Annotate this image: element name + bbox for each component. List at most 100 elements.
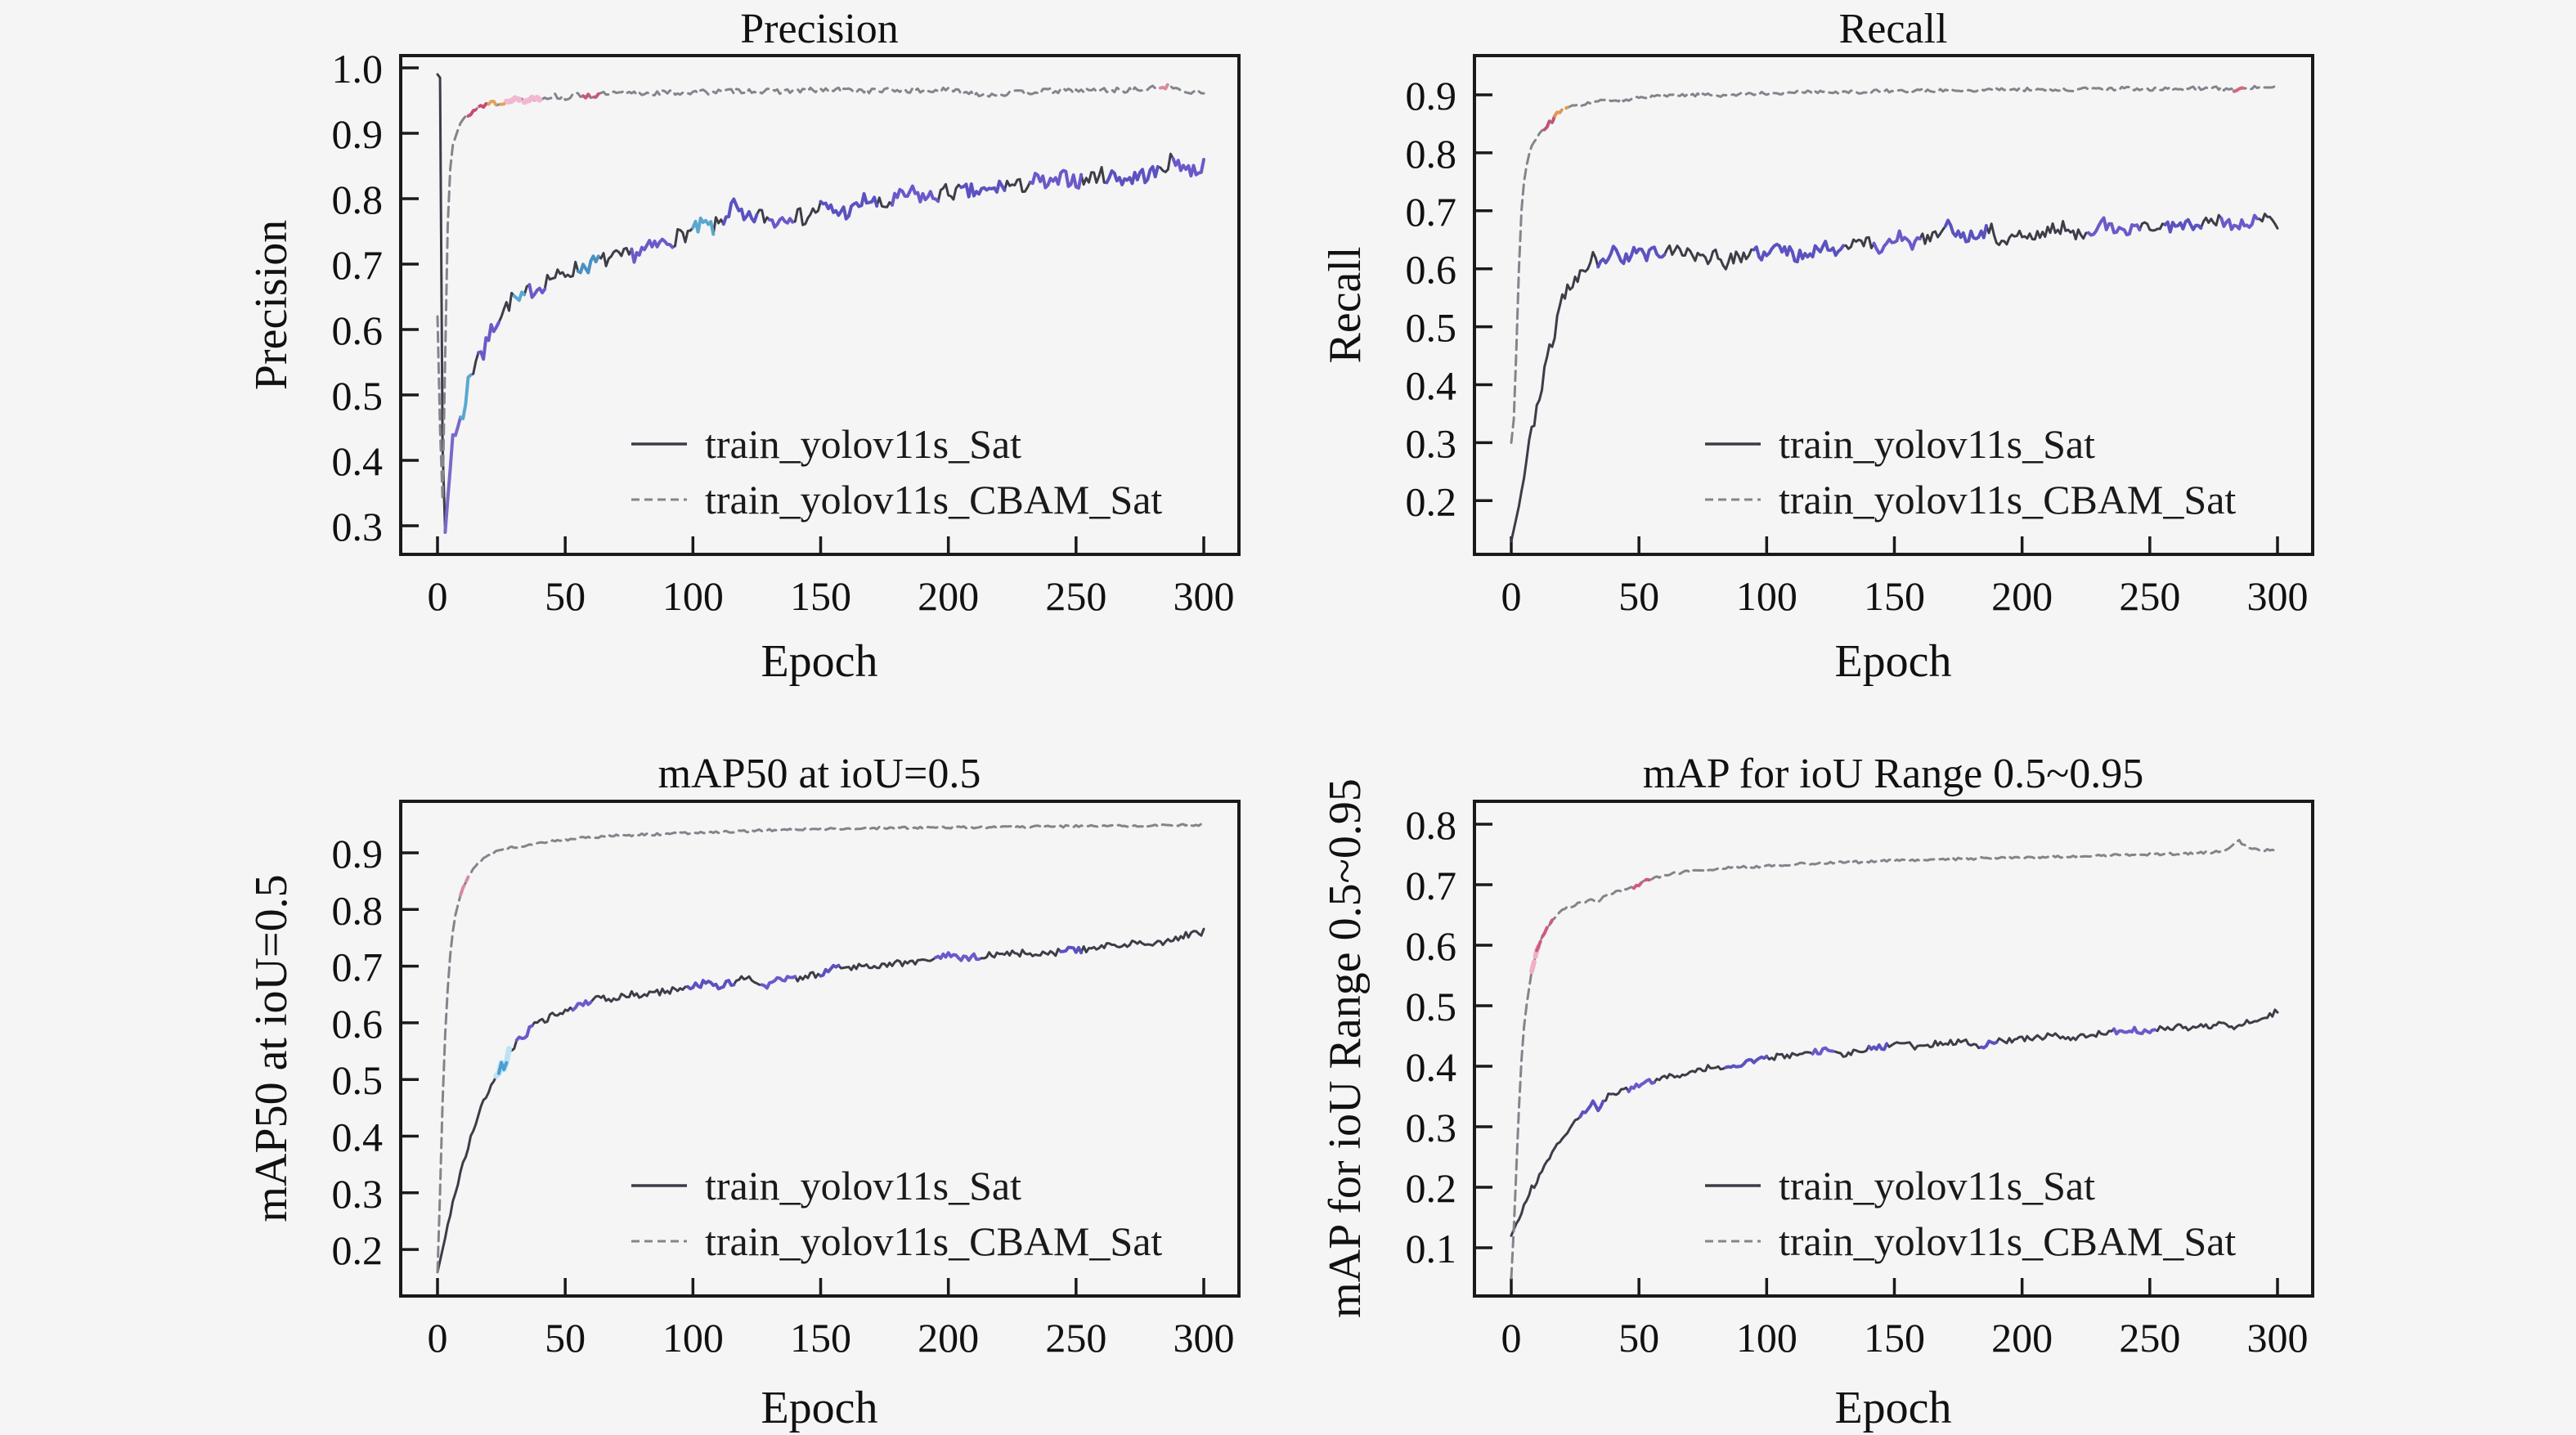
series-colored-segment xyxy=(2163,217,2203,234)
x-tick-label: 50 xyxy=(545,1315,586,1361)
series-colored-segment xyxy=(1811,1046,1835,1056)
x-tick-label: 300 xyxy=(2247,1315,2309,1361)
x-tick-label: 100 xyxy=(662,573,724,619)
series-colored-segment xyxy=(691,216,716,236)
y-tick-label: 0.7 xyxy=(1406,863,1457,908)
series-colored-segment xyxy=(1578,1099,1605,1119)
series-colored-segment xyxy=(571,999,593,1012)
y-axis-label: Recall xyxy=(1320,246,1371,363)
series-colored-segment xyxy=(1979,1039,1999,1050)
series-colored-segment xyxy=(2219,213,2259,231)
series-colored-segment xyxy=(1158,82,1173,91)
x-tick-label: 50 xyxy=(1618,1315,1659,1361)
y-tick-label: 0.3 xyxy=(1406,420,1457,466)
x-axis-label: Epoch xyxy=(1834,1383,1951,1433)
legend-label-solid: train_yolov11s_Sat xyxy=(1779,1163,2095,1209)
series-colored-segment xyxy=(459,373,473,420)
chart-title: Precision xyxy=(740,6,899,52)
series-colored-segment xyxy=(576,254,600,275)
y-tick-label: 0.3 xyxy=(332,1171,384,1217)
y-tick-label: 0.5 xyxy=(1406,305,1457,351)
series-colored-segment xyxy=(1752,240,1845,264)
x-tick-label: 150 xyxy=(790,573,851,619)
y-tick-label: 0.8 xyxy=(332,177,384,222)
y-tick-label: 0.8 xyxy=(1406,131,1457,177)
series-colored-segment xyxy=(1944,218,1988,244)
series-colored-segment xyxy=(487,100,506,107)
x-tick-label: 150 xyxy=(790,1315,851,1361)
series-colored-segment xyxy=(503,93,523,105)
x-tick-label: 200 xyxy=(918,573,979,619)
series-line-train_yolov11s_CBAM_Sat xyxy=(1510,838,2279,1280)
legend-label-dashed: train_yolov11s_CBAM_Sat xyxy=(705,477,1162,522)
chart-map50: 0.2 0.3 0.4 0.5 0.6 0.7 0.8 0.9 0 50 100 150 200 250 3… xyxy=(246,751,1241,1433)
x-tick-label: 300 xyxy=(1174,573,1235,619)
chart-title: Recall xyxy=(1839,6,1948,52)
x-tick-label: 250 xyxy=(2119,1315,2180,1361)
y-tick-label: 0.8 xyxy=(1406,802,1457,848)
x-tick-label: 200 xyxy=(1991,1315,2053,1361)
x-tick-label: 100 xyxy=(662,1315,724,1361)
plot-border xyxy=(1473,800,2314,1298)
series-colored-segment xyxy=(514,1024,534,1043)
series-colored-segment xyxy=(459,875,470,897)
y-tick-label: 0.3 xyxy=(332,504,384,549)
x-axis-label: Epoch xyxy=(761,1383,877,1433)
y-tick-label: 0.1 xyxy=(1406,1226,1457,1271)
series-colored-segment xyxy=(1059,945,1084,955)
plot-border xyxy=(399,800,1241,1298)
x-axis-label: Epoch xyxy=(1834,636,1951,687)
legend: train_yolov11s_Sat train_yolov11s_CBAM_S… xyxy=(1705,1163,2236,1264)
series-colored-segment xyxy=(891,184,940,207)
legend-label-solid: train_yolov11s_Sat xyxy=(705,421,1021,467)
chart-map-range: 0.1 0.2 0.3 0.4 0.5 0.6 0.7 0.8 0 50 100 150 200 250 3… xyxy=(1320,751,2314,1433)
series-colored-segment xyxy=(2112,1025,2157,1036)
legend-label-solid: train_yolov11s_Sat xyxy=(705,1163,1021,1209)
series-colored-segment xyxy=(819,191,879,221)
x-tick-label: 150 xyxy=(1864,1315,1925,1361)
y-tick-label: 0.6 xyxy=(332,307,384,353)
y-tick-label: 0.8 xyxy=(332,887,384,933)
series-colored-segment xyxy=(1105,164,1160,186)
series-colored-segment xyxy=(934,951,981,962)
y-tick-label: 0.4 xyxy=(1406,363,1457,409)
x-tick-label: 300 xyxy=(2247,573,2309,619)
series-line-train_yolov11s_CBAM_Sat xyxy=(436,83,1205,501)
series-colored-segment xyxy=(512,290,527,303)
chart-title: mAP50 at ioU=0.5 xyxy=(658,751,981,797)
x-tick-label: 50 xyxy=(545,573,586,619)
x-tick-label: 100 xyxy=(1736,1315,1797,1361)
x-axis-label: Epoch xyxy=(761,636,877,687)
y-tick-label: 0.4 xyxy=(1406,1044,1457,1090)
series-colored-segment xyxy=(1867,1042,1889,1052)
legend: train_yolov11s_Sat train_yolov11s_CBAM_S… xyxy=(631,1163,1162,1264)
x-tick-label: 50 xyxy=(1618,573,1659,619)
x-tick-label: 250 xyxy=(1045,1315,1106,1361)
x-tick-label: 100 xyxy=(1736,573,1797,619)
x-tick-label: 150 xyxy=(1864,573,1925,619)
y-tick-label: 0.6 xyxy=(332,1001,384,1047)
plot-border xyxy=(399,54,1241,556)
series-colored-segment xyxy=(1724,1054,1769,1070)
y-tick-label: 0.4 xyxy=(332,438,384,484)
series-colored-segment xyxy=(630,237,675,264)
y-tick-label: 0.7 xyxy=(332,944,384,990)
y-tick-label: 0.3 xyxy=(1406,1105,1457,1150)
x-tick-label: 0 xyxy=(428,1315,448,1361)
series-colored-segment xyxy=(1028,168,1084,190)
legend-label-dashed: train_yolov11s_CBAM_Sat xyxy=(705,1218,1162,1264)
y-tick-label: 0.9 xyxy=(332,831,384,877)
series-colored-segment xyxy=(1171,156,1205,177)
series-line-train_yolov11s_CBAM_Sat xyxy=(436,823,1205,1274)
series-colored-segment xyxy=(1535,918,1554,953)
series-colored-segment xyxy=(2086,216,2142,237)
series-colored-segment xyxy=(581,92,600,100)
chart-recall: 0.2 0.3 0.4 0.5 0.6 0.7 0.8 0.9 0 50 100 150 200 250 3… xyxy=(1320,6,2314,687)
series-colored-segment xyxy=(2232,86,2246,93)
series-colored-segment xyxy=(686,979,736,991)
y-tick-label: 0.2 xyxy=(332,1227,384,1273)
y-axis-label: mAP for ioU Range 0.5~0.95 xyxy=(1320,778,1371,1318)
series-colored-segment xyxy=(477,321,500,361)
y-tick-label: 0.2 xyxy=(1406,478,1457,524)
